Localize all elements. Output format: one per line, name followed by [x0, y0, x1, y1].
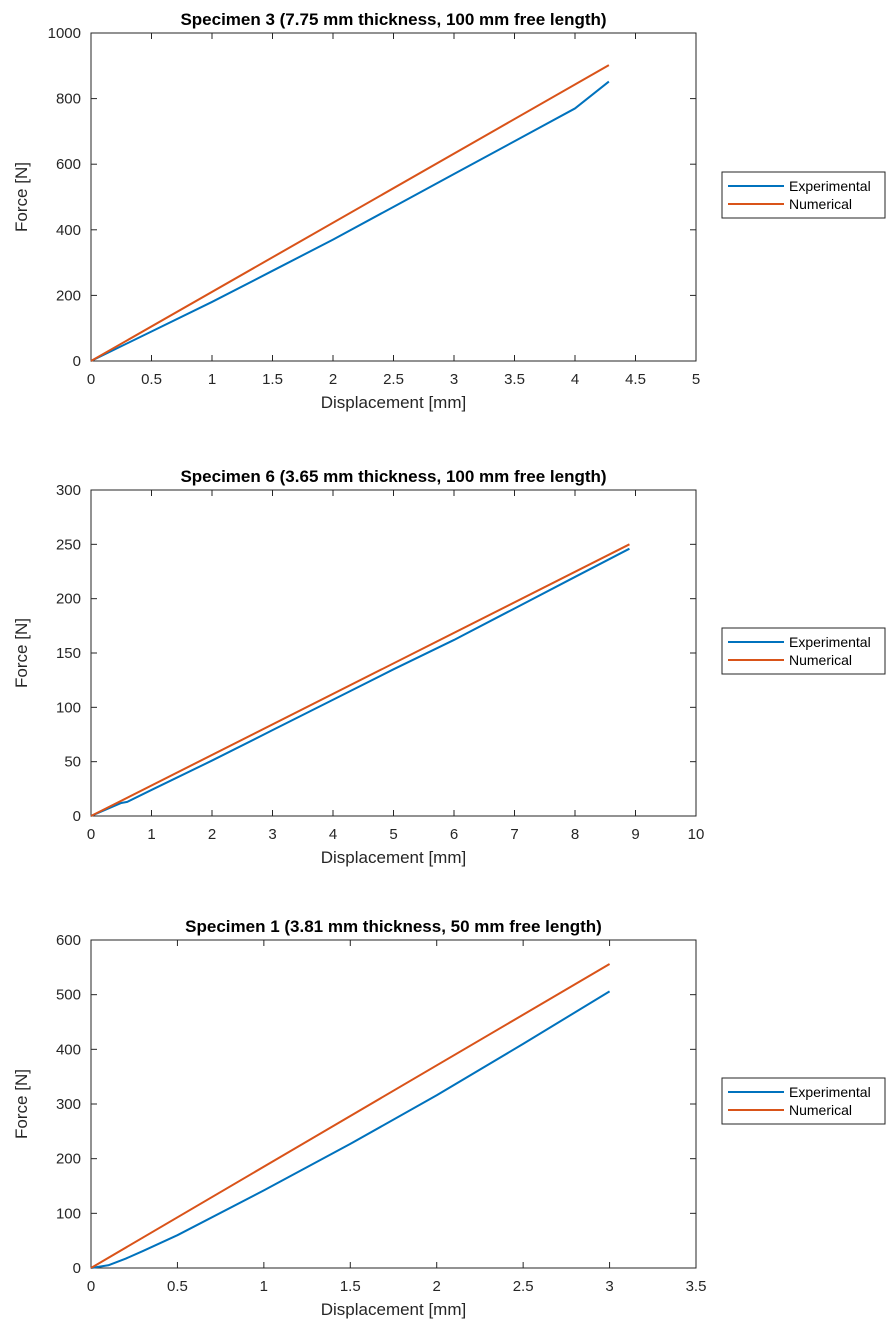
x-tick-label: 0	[87, 371, 95, 388]
y-axis-label: Force [N]	[12, 162, 31, 232]
x-tick-label: 0.5	[141, 371, 162, 388]
x-tick-label: 4	[329, 826, 337, 843]
x-tick-label: 3	[268, 826, 276, 843]
x-tick-label: 1.5	[262, 371, 283, 388]
x-tick-label: 1	[260, 1278, 268, 1295]
y-tick-label: 400	[56, 222, 81, 239]
x-tick-label: 8	[571, 826, 579, 843]
y-tick-label: 400	[56, 1041, 81, 1058]
legend-box	[721, 171, 886, 219]
x-tick-label: 0	[87, 1278, 95, 1295]
legend-label: Numerical	[789, 1102, 852, 1118]
series-line-numerical	[90, 963, 611, 1269]
legend: Experimental Numerical	[721, 171, 886, 219]
x-tick-label: 3.5	[504, 371, 525, 388]
x-tick-label: 7	[510, 826, 518, 843]
series-line-experimental	[90, 990, 611, 1269]
x-axis-label: Displacement [mm]	[321, 1300, 466, 1319]
y-axis-label: Force [N]	[12, 1069, 31, 1139]
chart-3: 0 0.5 1 1.5 2 2.5 3 3.5 0 100 200 300 400 500 600 Speci…	[12, 917, 886, 1319]
x-tick-label: 1	[147, 826, 155, 843]
y-tick-label: 300	[56, 1096, 81, 1113]
y-tick-label: 500	[56, 987, 81, 1004]
x-tick-label: 3	[605, 1278, 613, 1295]
y-tick-label: 600	[56, 932, 81, 949]
chart-title: Specimen 1 (3.81 mm thickness, 50 mm fre…	[185, 917, 602, 936]
x-tick-label: 2	[433, 1278, 441, 1295]
y-tick-label: 300	[56, 482, 81, 499]
legend-box	[721, 627, 886, 675]
plot-area	[90, 489, 697, 817]
x-axis-label: Displacement [mm]	[321, 848, 466, 867]
y-tick-label: 100	[56, 699, 81, 716]
y-tick-label: 200	[56, 1151, 81, 1168]
y-tick-label: 250	[56, 536, 81, 553]
chart-title: Specimen 6 (3.65 mm thickness, 100 mm fr…	[180, 467, 606, 486]
legend-label: Experimental	[789, 178, 871, 194]
x-tick-label: 2	[208, 826, 216, 843]
x-tick-label: 4.5	[625, 371, 646, 388]
x-tick-label: 2.5	[383, 371, 404, 388]
y-tick-label: 0	[73, 808, 81, 825]
x-tick-label: 6	[450, 826, 458, 843]
legend-label: Experimental	[789, 1084, 871, 1100]
plot-area	[90, 939, 697, 1269]
x-tick-label: 4	[571, 371, 579, 388]
series-line-numerical	[90, 543, 630, 817]
series-line-experimental	[90, 80, 610, 362]
y-tick-label: 200	[56, 591, 81, 608]
y-tick-label: 800	[56, 91, 81, 108]
x-tick-label: 3	[450, 371, 458, 388]
y-tick-label: 1000	[48, 25, 81, 42]
y-axis-label: Force [N]	[12, 618, 31, 688]
x-tick-label: 3.5	[686, 1278, 707, 1295]
x-tick-label: 5	[389, 826, 397, 843]
x-tick-label: 1.5	[340, 1278, 361, 1295]
y-tick-label: 600	[56, 156, 81, 173]
x-tick-label: 1	[208, 371, 216, 388]
x-tick-label: 5	[692, 371, 700, 388]
legend: Experimental Numerical	[721, 1077, 886, 1125]
x-tick-label: 0	[87, 826, 95, 843]
legend-label: Numerical	[789, 652, 852, 668]
x-axis-label: Displacement [mm]	[321, 393, 466, 412]
y-tick-label: 150	[56, 645, 81, 662]
y-tick-label: 200	[56, 287, 81, 304]
legend-label: Numerical	[789, 196, 852, 212]
legend-label: Experimental	[789, 634, 871, 650]
x-tick-label: 2.5	[513, 1278, 534, 1295]
y-tick-label: 0	[73, 353, 81, 370]
chart-1: 0 0.5 1 1.5 2 2.5 3 3.5 4 4.5 5 0 200 400 600 800 1000 Sp…	[12, 10, 886, 412]
x-tick-label: 0.5	[167, 1278, 188, 1295]
series-line-numerical	[90, 64, 610, 362]
chart-title: Specimen 3 (7.75 mm thickness, 100 mm fr…	[180, 10, 606, 29]
x-tick-label: 2	[329, 371, 337, 388]
x-tick-label: 10	[688, 826, 705, 843]
series-line-experimental	[90, 547, 630, 817]
plot-area	[90, 32, 697, 362]
legend: Experimental Numerical	[721, 627, 886, 675]
y-tick-label: 50	[64, 754, 81, 771]
y-tick-label: 0	[73, 1260, 81, 1277]
y-tick-label: 100	[56, 1205, 81, 1222]
legend-box	[721, 1077, 886, 1125]
x-tick-label: 9	[631, 826, 639, 843]
